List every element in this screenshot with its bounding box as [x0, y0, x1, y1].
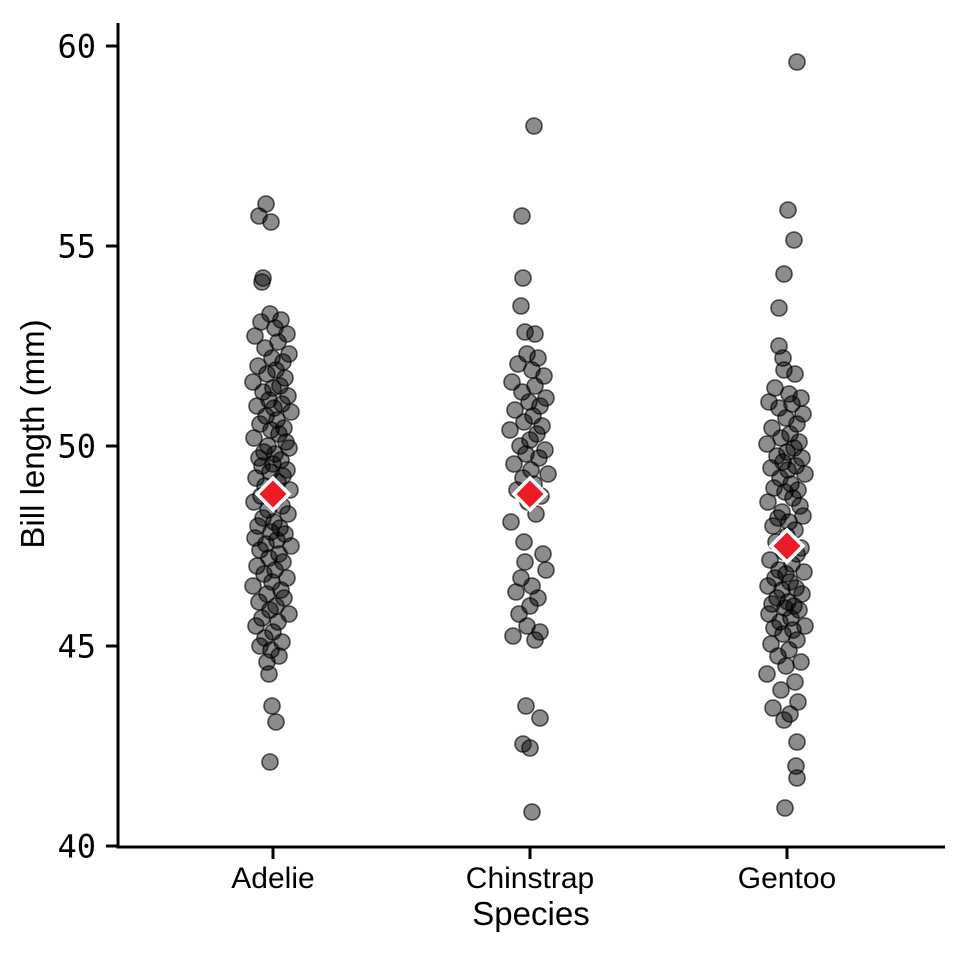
- data-point: [794, 405, 812, 423]
- data-point: [770, 299, 788, 317]
- data-point: [263, 697, 281, 715]
- data-point: [521, 739, 539, 757]
- data-point: [282, 403, 300, 421]
- data-point: [517, 697, 535, 715]
- data-point: [510, 605, 528, 623]
- points-gentoo: [758, 53, 814, 817]
- data-point: [245, 493, 263, 511]
- data-point: [788, 733, 806, 751]
- data-point: [792, 653, 810, 671]
- data-point: [539, 465, 557, 483]
- data-point: [526, 325, 544, 343]
- data-point: [521, 431, 539, 449]
- x-tick-label-adelie: Adelie: [231, 862, 314, 895]
- data-point: [759, 493, 777, 511]
- data-point: [516, 553, 534, 571]
- data-point: [260, 665, 278, 683]
- data-point: [779, 201, 797, 219]
- data-point: [772, 681, 790, 699]
- data-point: [513, 207, 531, 225]
- y-axis: 40 45 50 55 60: [57, 28, 118, 866]
- data-point: [270, 545, 288, 563]
- data-point: [512, 297, 530, 315]
- data-point: [267, 713, 285, 731]
- data-point: [786, 365, 804, 383]
- data-point: [515, 413, 533, 431]
- y-tick-label: 55: [57, 228, 96, 266]
- data-point: [791, 497, 809, 515]
- data-point: [795, 563, 813, 581]
- data-point: [244, 577, 262, 595]
- data-point: [515, 533, 533, 551]
- data-point: [789, 693, 807, 711]
- data-point: [525, 117, 543, 135]
- data-point: [520, 393, 538, 411]
- data-points-layer: [244, 53, 814, 821]
- data-point: [777, 565, 795, 583]
- data-point: [251, 637, 269, 655]
- data-point: [775, 265, 793, 283]
- data-point: [758, 435, 776, 453]
- data-point: [523, 803, 541, 821]
- data-point: [534, 545, 552, 563]
- data-point: [764, 699, 782, 717]
- data-point: [253, 273, 271, 291]
- data-point: [245, 429, 263, 447]
- y-tick-label: 50: [57, 428, 96, 466]
- data-point: [775, 711, 793, 729]
- data-point: [784, 621, 802, 639]
- data-point: [246, 327, 264, 345]
- data-point: [785, 231, 803, 249]
- data-point: [530, 449, 548, 467]
- data-point: [269, 613, 287, 631]
- x-tick-label-chinstrap: Chinstrap: [466, 862, 594, 895]
- data-point: [514, 269, 532, 287]
- x-axis-title: Species: [472, 895, 589, 932]
- data-point: [537, 561, 555, 579]
- data-point: [502, 513, 520, 531]
- data-point: [760, 393, 778, 411]
- data-point: [788, 53, 806, 71]
- y-tick-label: 60: [57, 28, 96, 66]
- data-point: [517, 445, 535, 463]
- mean-marker-gentoo: [768, 527, 806, 565]
- y-tick-label: 45: [57, 628, 96, 666]
- data-point: [788, 769, 806, 787]
- mean-marker-adelie: [254, 475, 292, 513]
- data-point: [261, 753, 279, 771]
- data-point: [758, 665, 776, 683]
- data-point: [776, 799, 794, 817]
- data-point: [504, 627, 522, 645]
- data-point: [526, 631, 544, 649]
- data-point: [279, 505, 297, 523]
- data-point: [506, 401, 524, 419]
- mean-marker-chinstrap: [511, 475, 549, 513]
- data-point: [777, 657, 795, 675]
- data-point: [775, 361, 793, 379]
- data-point: [505, 455, 523, 473]
- points-chinstrap: [501, 117, 557, 821]
- y-tick-label: 40: [57, 828, 96, 866]
- data-point: [796, 465, 814, 483]
- data-point: [764, 517, 782, 535]
- data-point: [501, 421, 519, 439]
- mean-markers-layer: [254, 475, 806, 565]
- y-axis-title: Bill length (mm): [14, 319, 51, 548]
- data-point: [282, 537, 300, 555]
- data-point: [759, 577, 777, 595]
- x-axis: Adelie Chinstrap Gentoo: [231, 847, 836, 895]
- data-point: [763, 595, 781, 613]
- data-point: [778, 443, 796, 461]
- data-point: [247, 617, 265, 635]
- x-tick-label-gentoo: Gentoo: [738, 862, 836, 895]
- data-point: [786, 673, 804, 691]
- data-point: [262, 213, 280, 231]
- data-point: [531, 709, 549, 727]
- data-point: [507, 583, 525, 601]
